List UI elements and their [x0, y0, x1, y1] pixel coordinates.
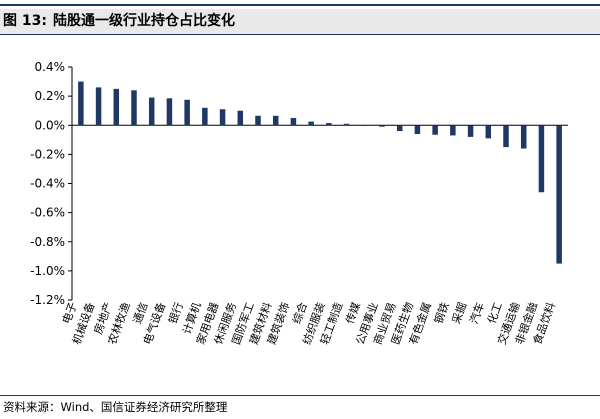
bar — [556, 125, 562, 264]
top-rule — [0, 4, 600, 6]
bar — [467, 125, 474, 137]
bar — [219, 109, 226, 126]
bar — [379, 125, 385, 127]
bar — [148, 97, 155, 126]
category-labels: 电子机械设备房地产农林牧渔通信电气设备银行计算机家用电器休闲服务国防军工建筑材料… — [60, 300, 558, 346]
bar — [450, 125, 456, 136]
figure-number: 图 13: — [3, 13, 47, 29]
y-tick-label: -0.8% — [30, 235, 65, 249]
bar — [131, 90, 137, 126]
y-tick-label: -1.2% — [30, 293, 65, 307]
bar — [184, 99, 190, 126]
bar — [272, 115, 279, 126]
bar — [414, 125, 421, 134]
bottom-rule — [0, 395, 600, 396]
bar — [538, 125, 545, 193]
bar — [95, 87, 102, 126]
bars — [78, 81, 562, 264]
bar — [520, 125, 527, 149]
bar — [202, 107, 208, 126]
bar — [326, 123, 332, 126]
y-tick-label: -0.6% — [30, 206, 65, 220]
figure-title: 图 13: 陆股通一级行业持仓占比变化 — [0, 9, 600, 34]
bar — [396, 125, 403, 132]
bar — [361, 125, 368, 126]
bar — [308, 121, 314, 126]
source-note: 资料来源：Wind、国信证券经济研究所整理 — [3, 400, 228, 414]
title-underline — [0, 34, 600, 35]
bar — [503, 125, 509, 148]
figure-title-text: 陆股通一级行业持仓占比变化 — [52, 13, 235, 29]
bar — [113, 88, 120, 126]
bar — [166, 98, 173, 126]
bar — [343, 123, 350, 126]
bar — [485, 125, 492, 139]
y-tick-label: 0.2% — [35, 89, 66, 103]
y-tick-label: -0.4% — [30, 177, 65, 191]
bar — [290, 117, 297, 126]
bar — [255, 115, 261, 126]
y-tick-label: -1.0% — [30, 264, 65, 278]
y-axis: 0.4% 0.2% 0.0% -0.2% -0.4% -0.6% -0.8% -1.0% -1.… — [30, 60, 568, 307]
bar — [432, 125, 438, 135]
y-tick-label: 0.4% — [35, 60, 66, 74]
y-tick-label: -0.2% — [30, 147, 65, 161]
bar — [237, 110, 244, 126]
y-tick-label: 0.0% — [35, 118, 66, 132]
bar-chart: 0.4% 0.2% 0.0% -0.2% -0.4% -0.6% -0.8% -1.0% -1.… — [30, 60, 568, 346]
bar — [78, 81, 84, 126]
